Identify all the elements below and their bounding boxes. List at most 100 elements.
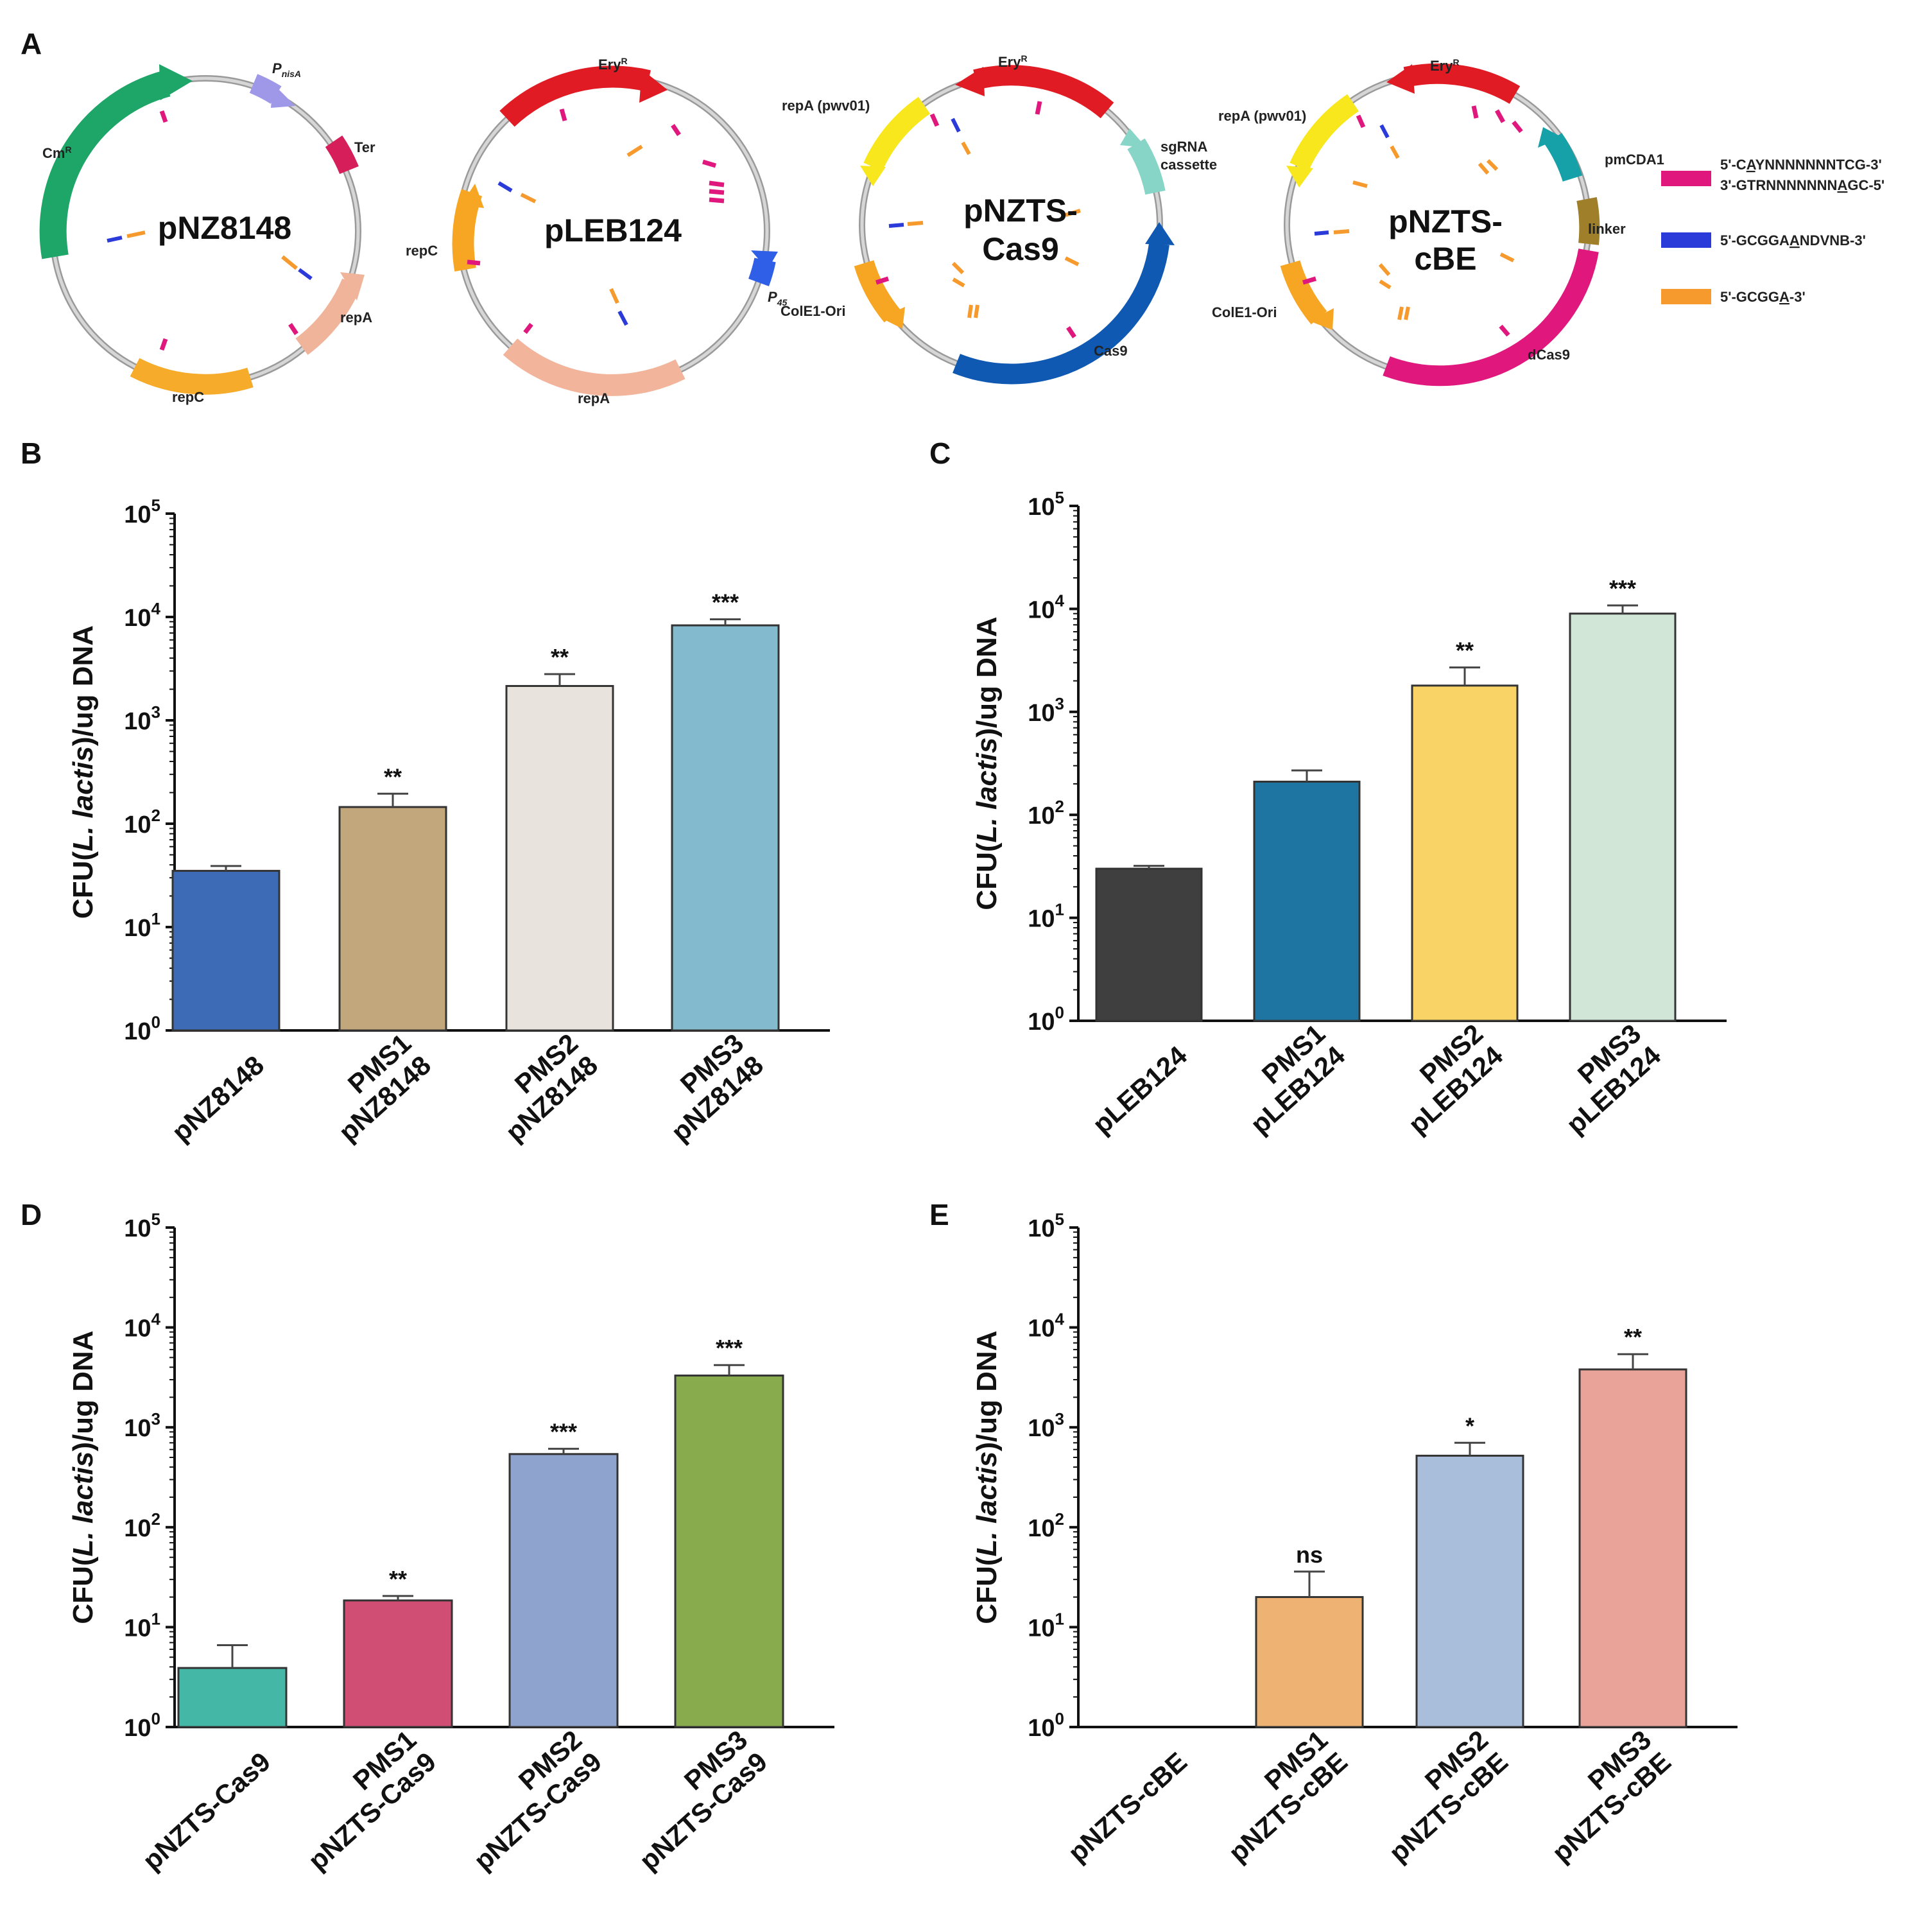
category-label: PMS1pLEB124	[1225, 1018, 1350, 1140]
category-label: PMS2pNZTS-cBE	[1363, 1724, 1514, 1868]
site-pink	[1499, 324, 1510, 337]
feature-repc	[130, 358, 254, 395]
category-label: PMS2pNZTS-Cas9	[448, 1724, 607, 1876]
site-orange	[1404, 306, 1410, 320]
site-blue	[1314, 230, 1329, 236]
site-orange	[609, 288, 619, 304]
chart-panel-b: 100 101 102 103 104 105 CFU(L. lactis)/ug DNA p…	[67, 496, 830, 1147]
bar	[674, 1375, 784, 1728]
plasmid-map-pnz8148: pNZ8148 CmR PnisA Ter repA repC	[39, 60, 375, 405]
feature-label-ter: Ter	[354, 139, 375, 155]
significance-label: ***	[1609, 575, 1636, 602]
feature-label-repa-pwv01: repA (pwv01)	[1218, 108, 1306, 124]
plasmid-map-pleb124: pLEB124 EryR P45 repA repC	[406, 56, 787, 406]
y-tick-label: 102	[1028, 1509, 1064, 1542]
significance-label: ***	[712, 589, 739, 616]
y-tick-label: 103	[1028, 1409, 1064, 1442]
feature-label-repa-pwv01: repA (pwv01)	[782, 98, 870, 114]
plasmid-map-pnzts-cas9: pNZTS- Cas9 EryR sgRNA cassette Cas9 Col…	[781, 53, 1217, 385]
y-tick-label: 105	[1028, 1210, 1064, 1242]
feature-repa-pwv01	[863, 96, 931, 171]
y-tick-label: 101	[124, 1609, 160, 1642]
site-pink	[1035, 101, 1042, 115]
bar	[1569, 612, 1677, 1022]
site-blue	[497, 181, 513, 193]
chart-panel-e: 100 101 102 103 104 105 CFU(L. lactis)/ug DNA p…	[971, 1210, 1738, 1868]
y-tick-label: 104	[124, 599, 160, 632]
panel-letter-a: A	[21, 27, 42, 60]
significance-label: ***	[716, 1335, 743, 1361]
y-tick-label: 100	[124, 1709, 160, 1742]
category-label: PMS2pLEB124	[1383, 1018, 1508, 1140]
significance-label: **	[1624, 1324, 1642, 1350]
site-pink	[159, 338, 168, 351]
feature-repa-arrow	[340, 272, 365, 300]
y-tick-label: 102	[124, 1509, 160, 1542]
y-tick-label: 100	[124, 1012, 160, 1045]
site-orange	[907, 221, 924, 226]
site-orange	[974, 304, 979, 318]
feature-eryr-arrow	[1386, 64, 1415, 94]
feature-eryr	[499, 65, 651, 127]
site-orange	[520, 193, 537, 204]
bar	[177, 1667, 288, 1728]
feature-label-repa: repA	[578, 390, 610, 406]
site-pink	[1356, 114, 1366, 128]
chart-panel-d: 100 101 102 103 104 105 CFU(L. lactis)/ug DNA p…	[67, 1210, 834, 1876]
site-orange	[1486, 159, 1499, 171]
site-pink	[875, 276, 890, 285]
category-label: PMS3pNZTS-Cas9	[614, 1724, 773, 1876]
y-tick-label: 104	[124, 1310, 160, 1342]
category-label: PMS1pNZTS-Cas9	[282, 1724, 442, 1876]
panel-a-plasmid-maps: pNZ8148 CmR PnisA Ter repA repC	[39, 53, 1885, 406]
legend-motif-1-line2: 3'-GTRNNNNNNNAGC-5'	[1720, 177, 1885, 193]
plasmid-name-line2: cBE	[1414, 241, 1476, 277]
feature-pnisa-arrow	[271, 83, 295, 108]
motif-legend: 5'-CAYNNNNNNNTCG-3' 3'-GTRNNNNNNNAGC-5' …	[1661, 157, 1885, 305]
bar	[508, 1453, 619, 1728]
feature-label-repa: repA	[340, 309, 372, 326]
category-label: PMS3pNZTS-cBE	[1526, 1724, 1677, 1868]
site-pink	[288, 323, 298, 335]
y-tick-label: 104	[1028, 591, 1064, 623]
category-label: PMS3pLEB124	[1540, 1018, 1666, 1140]
feature-label-dcas9: dCas9	[1528, 347, 1570, 363]
panel-letter-c: C	[929, 437, 951, 470]
site-orange	[1499, 252, 1515, 263]
feature-label-pmcda1: pmCDA1	[1605, 152, 1664, 168]
category-label: pNZ8148	[166, 1050, 270, 1147]
site-pink	[1302, 276, 1317, 285]
feature-cas9-arrow	[1145, 222, 1175, 245]
bar	[505, 684, 614, 1032]
y-tick-label: 104	[1028, 1310, 1064, 1342]
significance-label: **	[551, 644, 569, 670]
significance-label: **	[1456, 638, 1474, 664]
category-label: PMS2pNZ8148	[480, 1028, 603, 1147]
feature-repa	[295, 278, 361, 355]
site-orange	[1397, 306, 1404, 320]
bar	[171, 869, 280, 1032]
significance-label: ***	[550, 1419, 577, 1445]
site-pink	[467, 259, 481, 266]
feature-label-repc: repC	[172, 389, 204, 405]
feature-cole1	[1280, 260, 1327, 325]
bar	[338, 806, 447, 1032]
plasmid-name: pNZ8148	[158, 210, 291, 246]
site-pink	[709, 189, 725, 195]
y-tick-label: 102	[124, 806, 160, 838]
y-tick-label: 103	[124, 702, 160, 735]
y-axis-label: CFU(L. lactis)/ug DNA	[971, 1330, 1003, 1624]
y-tick-label: 103	[1028, 694, 1064, 727]
y-axis-label: CFU(L. lactis)/ug DNA	[971, 616, 1003, 910]
site-pink	[1494, 109, 1506, 123]
plasmid-name-line2: Cas9	[982, 231, 1059, 267]
plasmid-name-line1: pNZTS-	[963, 193, 1078, 229]
feature-pmcda1-arrow	[1538, 127, 1562, 148]
plasmid-map-pnzts-cbe: pNZTS- cBE EryR pmCDA1 linker dCas9 ColE…	[1212, 57, 1664, 386]
site-pink	[709, 197, 725, 204]
bar	[1578, 1368, 1687, 1728]
category-label: pNZTS-Cas9	[137, 1746, 276, 1876]
legend-swatch-orange	[1661, 289, 1711, 304]
feature-eryr	[973, 65, 1114, 119]
